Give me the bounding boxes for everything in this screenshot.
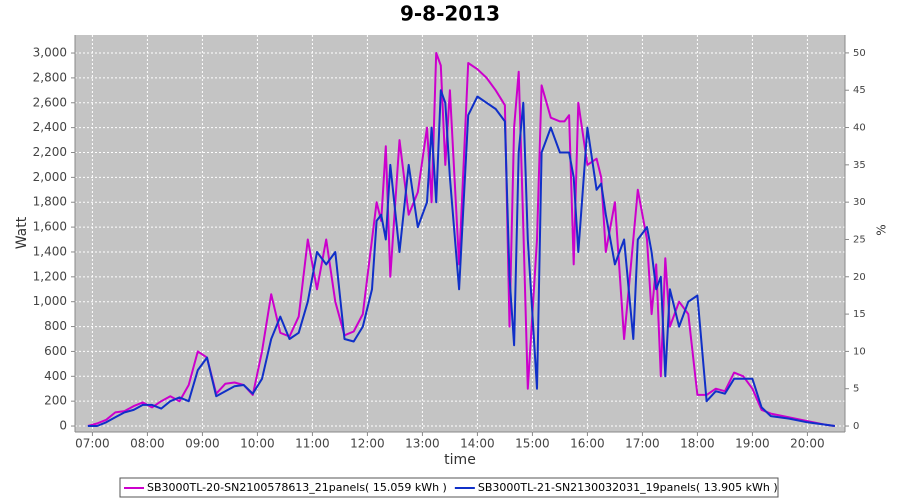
y-tick-label: 0 [59,419,67,433]
y-tick-label: 2,200 [33,145,67,159]
y-tick-label: 2,000 [33,170,67,184]
y2-tick-label: 45 [853,85,866,96]
y-tick-label: 1,400 [33,244,67,258]
x-tick-label: 08:00 [130,437,165,451]
legend-label: SB3000TL-21-SN2130032031_19panels( 13.90… [478,481,778,494]
y-tick-label: 1,600 [33,220,67,234]
x-tick-label: 20:00 [790,437,825,451]
y-tick-label: 800 [44,319,67,333]
x-tick-label: 11:00 [295,437,330,451]
y2-tick-label: 15 [853,309,866,320]
x-tick-label: 17:00 [625,437,660,451]
x-tick-label: 09:00 [185,437,220,451]
x-tick-label: 10:00 [240,437,275,451]
y2-tick-label: 50 [853,48,866,59]
legend-label: SB3000TL-20-SN2100578613_21panels( 15.05… [147,481,447,494]
y2-axis-label: % [875,224,889,235]
y-tick-label: 1,200 [33,269,67,283]
y-tick-label: 600 [44,344,67,358]
y-tick-label: 2,600 [33,95,67,109]
y2-tick-label: 30 [853,197,866,208]
y-tick-label: 2,400 [33,120,67,134]
x-tick-label: 13:00 [405,437,440,451]
chart-title: 9-8-2013 [400,2,500,26]
y-tick-label: 1,000 [33,294,67,308]
x-tick-label: 07:00 [75,437,110,451]
legend [119,477,779,498]
y2-tick-label: 35 [853,160,866,171]
x-tick-label: 19:00 [735,437,770,451]
x-tick-label: 16:00 [570,437,605,451]
y2-tick-label: 10 [853,346,866,357]
y2-tick-label: 25 [853,234,866,245]
y-axis-label: Watt [14,216,30,249]
x-tick-label: 18:00 [680,437,715,451]
y-tick-label: 1,800 [33,195,67,209]
series-line [87,89,836,427]
y2-tick-label: 20 [853,272,866,283]
x-tick-label: 14:00 [460,437,495,451]
y2-tick-label: 5 [853,384,859,395]
x-axis-label: time [444,452,476,468]
y2-tick-label: 40 [853,123,866,134]
y2-tick-label: 0 [853,421,859,432]
y-tick-label: 200 [44,394,67,408]
y-tick-label: 2,800 [33,70,67,84]
y-tick-label: 400 [44,369,67,383]
x-tick-label: 12:00 [350,437,385,451]
x-tick-label: 15:00 [515,437,550,451]
y-tick-label: 3,000 [33,46,67,60]
